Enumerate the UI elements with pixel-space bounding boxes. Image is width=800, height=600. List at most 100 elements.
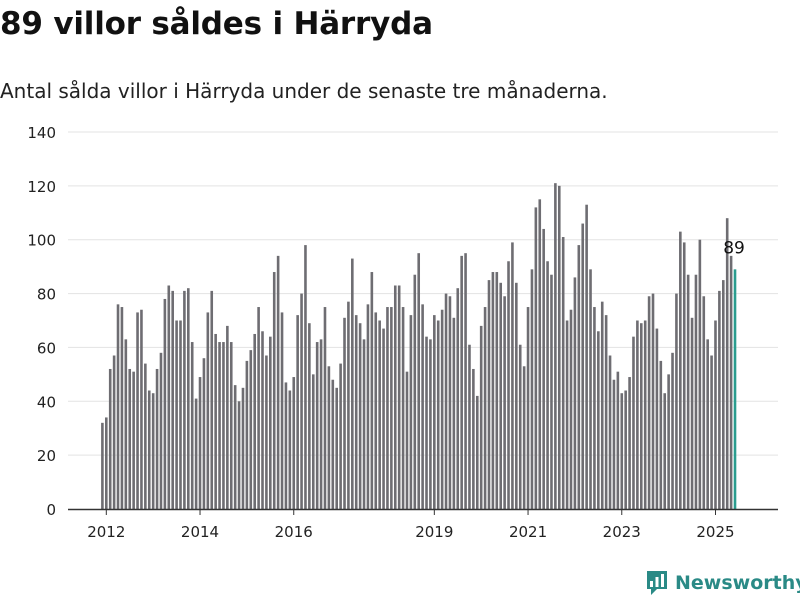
y-tick-label: 120 (27, 178, 56, 196)
bar (624, 390, 627, 509)
bar (233, 385, 237, 509)
bar (526, 307, 530, 509)
bar (179, 320, 182, 509)
bar (542, 228, 545, 509)
bar (491, 272, 495, 509)
bar (694, 274, 698, 509)
bar (237, 401, 241, 509)
bar (351, 258, 354, 509)
newsworthy-brand: Newsworthy (645, 569, 800, 597)
bar (475, 395, 479, 509)
bar (335, 387, 338, 509)
bar (171, 290, 174, 509)
bar (507, 261, 510, 509)
bar (409, 315, 413, 509)
bar (557, 185, 561, 509)
bar (163, 298, 167, 509)
bar (710, 355, 713, 509)
bar (655, 328, 659, 509)
bar (144, 363, 147, 509)
bar (210, 290, 214, 509)
bar (604, 315, 608, 509)
bar (698, 239, 702, 509)
bar (671, 352, 674, 509)
bar (249, 350, 253, 509)
bar (308, 323, 311, 509)
bar (101, 422, 104, 509)
y-tick-label: 60 (37, 339, 56, 357)
chart-subtitle: Antal sålda villor i Härryda under de se… (0, 79, 608, 103)
bar (112, 355, 116, 509)
x-tick-label: 2014 (181, 523, 219, 541)
bar (147, 390, 151, 509)
bar (382, 328, 385, 509)
bar (327, 366, 331, 509)
bar (374, 312, 378, 509)
bar (436, 320, 440, 509)
bar (616, 371, 620, 509)
bar (608, 355, 612, 509)
bar (120, 307, 124, 509)
bar (206, 312, 210, 509)
bar (561, 237, 565, 509)
bar (573, 277, 577, 509)
bar (667, 374, 670, 509)
bar (546, 261, 549, 509)
bar (632, 336, 635, 509)
bar (378, 320, 381, 509)
x-tick-label: 2012 (87, 523, 125, 541)
bar (440, 309, 444, 509)
bar (296, 315, 299, 509)
x-tick-label: 2023 (603, 523, 641, 541)
bar-latest (733, 269, 737, 509)
bar (183, 290, 186, 509)
bar (128, 368, 132, 509)
bar (483, 307, 487, 509)
bar (347, 301, 350, 509)
bar (284, 382, 288, 509)
bar (140, 309, 143, 509)
bar (300, 293, 303, 509)
bar (522, 366, 526, 509)
bar (280, 312, 284, 509)
bar (226, 325, 229, 509)
bar (362, 339, 366, 509)
bar (663, 393, 667, 509)
bar (706, 339, 709, 509)
bar (456, 288, 460, 509)
bar (554, 183, 557, 509)
bar (397, 285, 401, 509)
bar (675, 293, 678, 509)
bar (468, 344, 471, 509)
bar (518, 344, 522, 509)
bar (124, 339, 128, 509)
bar (105, 417, 108, 509)
bar (331, 379, 335, 509)
bar (405, 371, 409, 509)
x-tick-label: 2016 (275, 523, 313, 541)
bar (323, 307, 327, 509)
bar (647, 296, 651, 509)
bar (151, 393, 155, 509)
bar (530, 269, 534, 509)
bar (413, 274, 417, 509)
bar (276, 255, 280, 509)
bar (229, 342, 233, 509)
bar (651, 293, 655, 509)
bar (581, 223, 585, 510)
bar (503, 296, 506, 509)
bar (429, 339, 432, 509)
bar (628, 377, 631, 509)
bar (589, 269, 592, 509)
bar (448, 296, 452, 509)
bar (725, 218, 729, 509)
bar (187, 288, 190, 509)
bar (265, 355, 268, 509)
bar (214, 333, 217, 509)
bar (194, 398, 198, 509)
bar (472, 368, 475, 509)
y-axis: 0 20 40 60 80 100 120 140 (27, 124, 56, 519)
bar (682, 242, 686, 509)
bar (659, 360, 663, 509)
